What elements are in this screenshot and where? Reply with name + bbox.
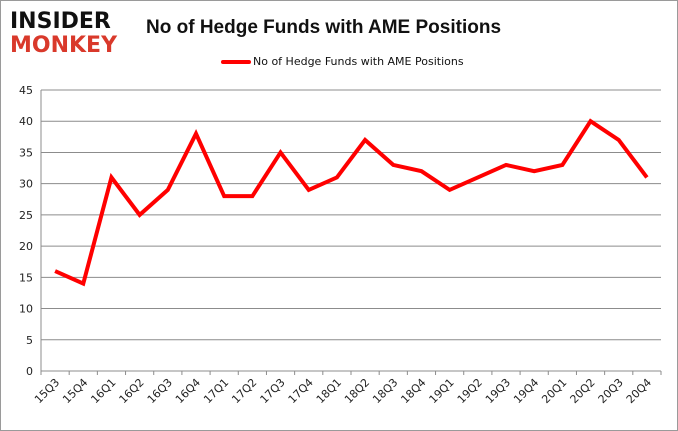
x-tick-label: 15Q3 [32,376,62,406]
y-tick-label: 40 [19,115,33,128]
x-tick-label: 18Q4 [398,376,428,406]
x-tick-label: 16Q2 [117,376,147,406]
logo-line2: MONKEY [10,33,118,58]
x-tick-label: 19Q4 [511,376,541,406]
y-tick-label: 25 [19,209,33,222]
legend-label: No of Hedge Funds with AME Positions [253,55,464,68]
legend: No of Hedge Funds with AME Positions [221,55,464,68]
y-tick-label: 20 [19,240,33,253]
logo-line1: INSIDER [10,9,111,34]
x-tick-label: 16Q4 [173,376,203,406]
x-tick-label: 20Q4 [624,376,654,406]
x-tick-label: 20Q1 [539,376,569,406]
insider-monkey-logo: INSIDER MONKEY [10,9,126,58]
chart-title: No of Hedge Funds with AME Positions [146,17,502,38]
x-tick-label: 17Q1 [201,376,231,406]
x-tick-label: 19Q3 [483,376,513,406]
y-tick-label: 5 [26,334,33,347]
y-tick-label: 10 [19,303,33,316]
x-tick-label: 17Q3 [258,376,288,406]
y-tick-label: 30 [19,178,33,191]
y-tick-label: 15 [19,271,33,284]
x-tick-label: 20Q3 [596,376,626,406]
x-tick-label: 17Q2 [229,376,259,406]
x-tick-label: 15Q4 [60,376,90,406]
x-tick-label: 16Q3 [145,376,175,406]
y-tick-label: 0 [26,365,33,378]
x-tick-label: 20Q2 [568,376,598,406]
y-tick-label: 35 [19,146,33,159]
x-tick-label: 18Q1 [314,376,344,406]
x-tick-label: 19Q2 [455,376,485,406]
x-tick-label: 18Q3 [370,376,400,406]
series-line [54,118,649,287]
x-tick-label: 17Q4 [286,376,316,406]
legend-swatch [221,59,251,64]
x-tick-label: 18Q2 [342,376,372,406]
y-tick-label: 45 [19,84,33,97]
x-tick-label: 16Q1 [88,376,118,406]
x-tick-label: 19Q1 [427,376,457,406]
